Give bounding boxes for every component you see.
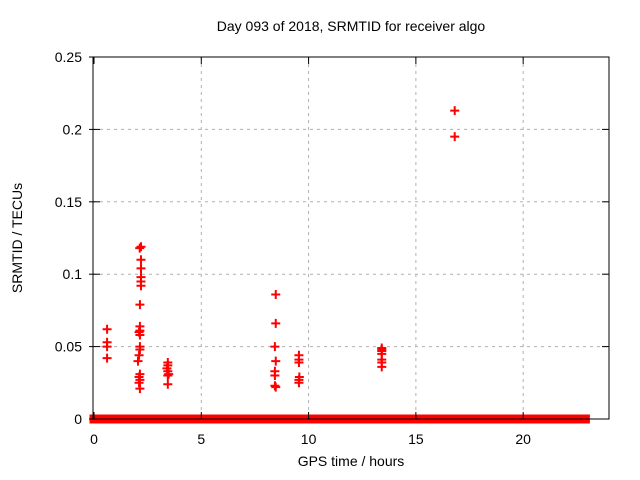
y-axis-label: SRMTID / TECUs (9, 183, 25, 293)
x-axis-label: GPS time / hours (298, 453, 405, 469)
tick-marks (89, 56, 609, 420)
svg-text:5: 5 (197, 431, 205, 447)
grid-lines (93, 57, 609, 419)
svg-text:0.25: 0.25 (55, 49, 82, 65)
x-tick-labels: 0 5 10 15 20 (90, 431, 531, 447)
svg-text:0.1: 0.1 (63, 266, 83, 282)
svg-text:20: 20 (515, 431, 531, 447)
scatter-points (102, 106, 460, 394)
svg-text:0: 0 (90, 431, 98, 447)
y-tick-labels: 0 0.05 0.1 0.15 0.2 0.25 (55, 49, 82, 427)
svg-text:10: 10 (301, 431, 317, 447)
chart-title: Day 093 of 2018, SRMTID for receiver alg… (217, 18, 486, 34)
svg-text:0.15: 0.15 (55, 194, 82, 210)
svg-text:0: 0 (74, 411, 82, 427)
plot-border (92, 56, 610, 420)
svg-text:0.05: 0.05 (55, 339, 82, 355)
svg-text:15: 15 (408, 431, 424, 447)
svg-text:0.2: 0.2 (63, 121, 83, 137)
